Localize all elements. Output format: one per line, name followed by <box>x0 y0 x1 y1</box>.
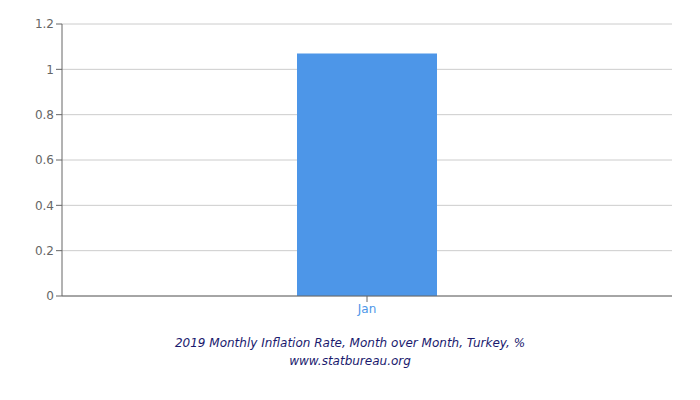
html-text:2019 Monthly Inflation Rate, M: 2019 Monthly Inflation Rate, Month over … <box>174 336 525 350</box>
svg-text:0.4: 0.4 <box>35 199 54 213</box>
svg-text:0: 0 <box>46 289 54 303</box>
svg-text:0.8: 0.8 <box>35 108 54 122</box>
svg-text:Jan: Jan <box>357 302 377 316</box>
svg-text:0.6: 0.6 <box>35 153 54 167</box>
svg-text:1.2: 1.2 <box>35 17 54 31</box>
html-text:www.statbureau.org: www.statbureau.org <box>289 354 411 368</box>
svg-text:1: 1 <box>46 63 54 77</box>
svg-text:0.2: 0.2 <box>35 244 54 258</box>
